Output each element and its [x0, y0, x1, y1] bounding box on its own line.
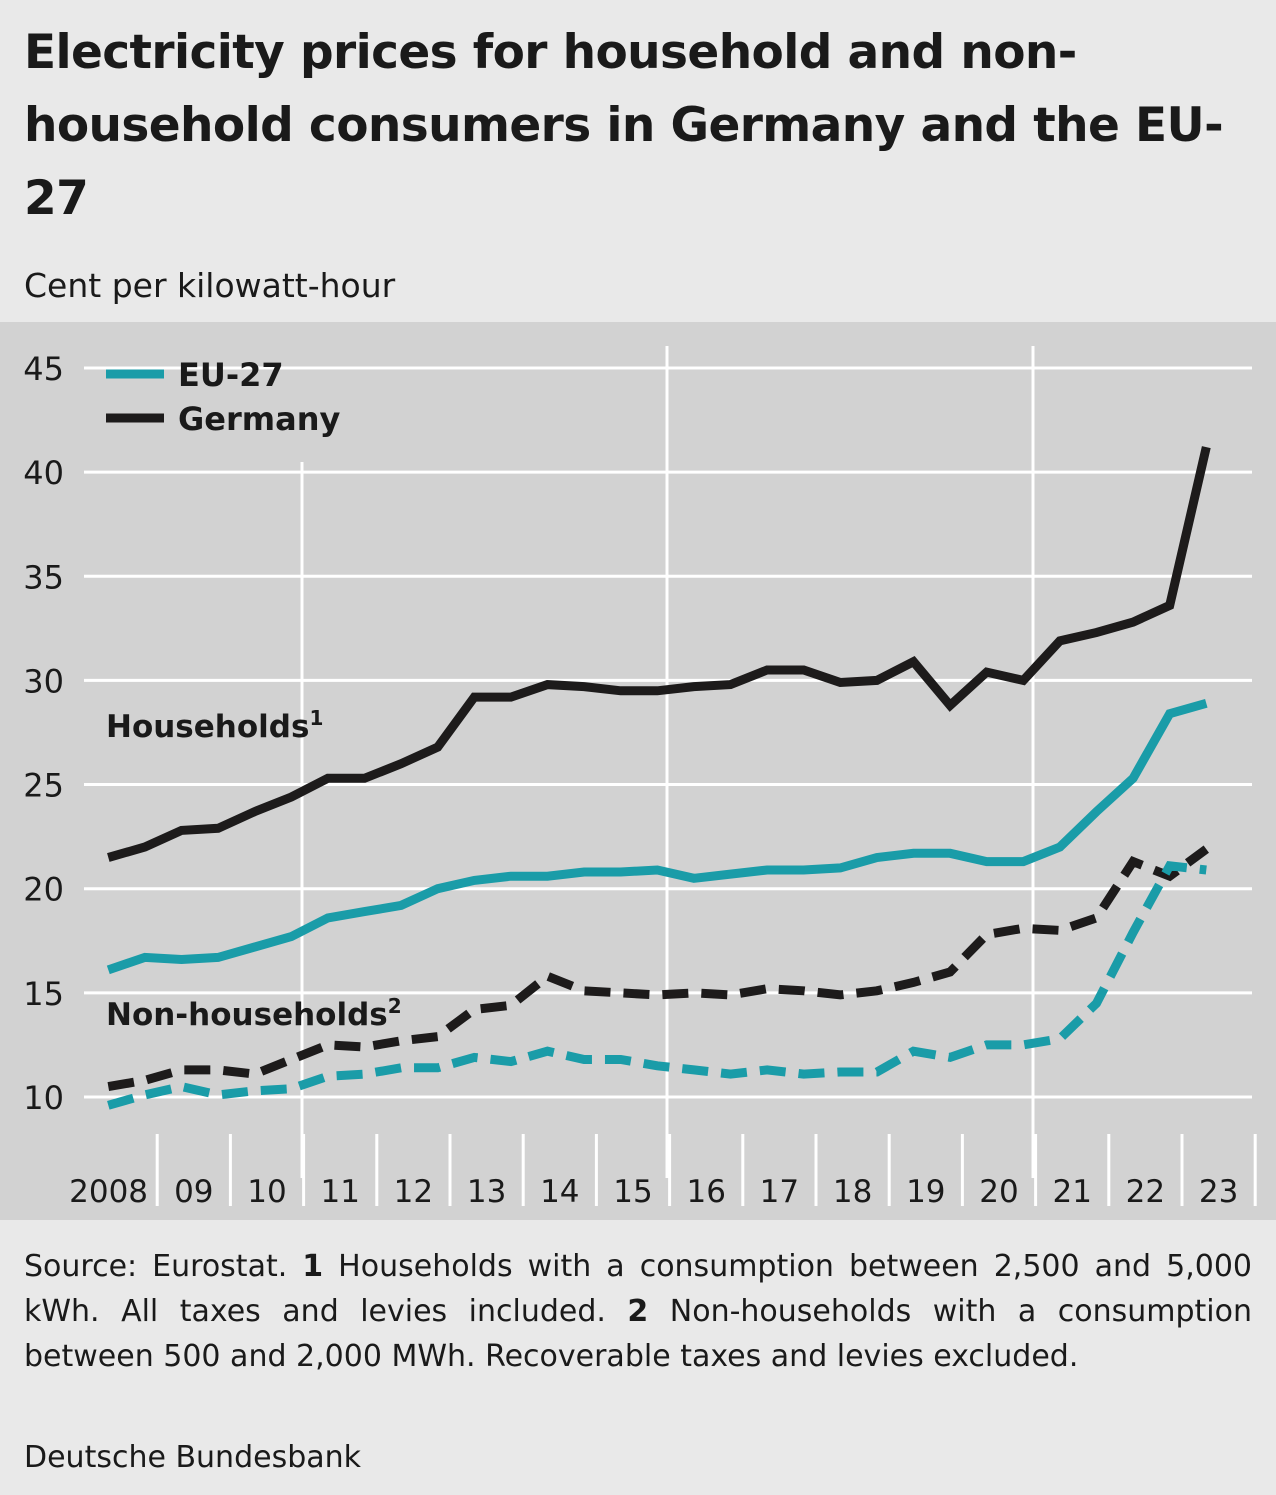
footnote: Source: Eurostat. 1 Households with a co… — [24, 1244, 1252, 1379]
x-tick-label: 2008 — [69, 1174, 148, 1210]
x-tick-label: 18 — [833, 1174, 872, 1210]
footnote-marker: 1 — [309, 706, 323, 730]
x-tick-label: 09 — [174, 1174, 213, 1210]
x-tick-label: 13 — [467, 1174, 506, 1210]
chart-title: Electricity prices for household and non… — [24, 25, 1224, 226]
footnote-1-marker: 1 — [302, 1249, 324, 1284]
footnote-2-text: Non-households with a con­sumption betwe… — [24, 1294, 1252, 1374]
series-annotation: Households1 — [106, 706, 323, 745]
y-tick-label: 10 — [23, 1079, 64, 1117]
source-text: Source: Eurostat. — [24, 1249, 303, 1284]
y-tick-label: 45 — [23, 350, 64, 388]
legend: EU-27 Germany — [106, 356, 340, 438]
x-tick-label: 16 — [686, 1174, 725, 1210]
legend-label: EU-27 — [178, 356, 284, 394]
series-annotation: Non-households2 — [106, 994, 402, 1033]
grid-lines — [84, 346, 1257, 1206]
x-tick-label: 19 — [906, 1174, 945, 1210]
x-tick-label: 17 — [760, 1174, 799, 1210]
footnote-marker: 2 — [388, 994, 402, 1018]
footnote-1-text: Households with a consumption between 2,… — [24, 1249, 1252, 1329]
y-tick-label: 20 — [23, 871, 64, 909]
y-tick-label: 40 — [23, 454, 64, 492]
x-tick-label: 20 — [979, 1174, 1018, 1210]
x-tick-label: 15 — [613, 1174, 652, 1210]
x-axis-ticks: 2008 09 10 11 12 13 14 15 16 17 18 19 20 21 22 23 — [69, 1174, 1238, 1210]
annotations: Households1 Non-households2 — [106, 706, 402, 1033]
y-axis-ticks: 45 40 35 30 25 20 15 10 — [23, 350, 64, 1117]
x-tick-label: 12 — [394, 1174, 433, 1210]
eu27-households-line — [106, 698, 1208, 975]
y-tick-label: 15 — [23, 975, 64, 1013]
x-tick-label: 23 — [1199, 1174, 1238, 1210]
x-tick-label: 10 — [247, 1174, 286, 1210]
x-tick-label: 14 — [540, 1174, 579, 1210]
plot-panel: 45 40 35 30 25 20 15 10 2008 09 10 11 12 13 14 15 16 17 1… — [0, 322, 1276, 1220]
germany-households-line — [107, 446, 1211, 862]
series-lines — [106, 446, 1211, 1110]
y-tick-label: 25 — [23, 767, 64, 805]
x-tick-label: 11 — [320, 1174, 359, 1210]
eu27-non-households-line — [107, 860, 1207, 1110]
germany-non-households-line — [107, 845, 1209, 1092]
y-tick-label: 30 — [23, 662, 64, 700]
y-axis-unit-label: Cent per kilowatt-hour — [24, 266, 396, 305]
x-tick-label: 22 — [1126, 1174, 1165, 1210]
x-tick-label: 21 — [1052, 1174, 1091, 1210]
publisher-credit: Deutsche Bundesbank — [24, 1440, 362, 1475]
legend-label: Germany — [178, 400, 340, 438]
y-tick-label: 35 — [23, 558, 64, 596]
footnote-2-marker: 2 — [627, 1294, 649, 1329]
